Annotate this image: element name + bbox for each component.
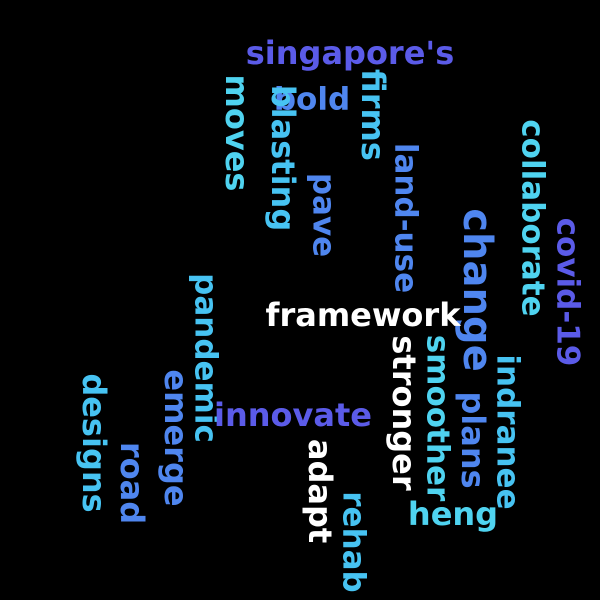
- word-heng: heng: [407, 495, 499, 533]
- word-bold: bold: [273, 81, 351, 118]
- word-road: road: [113, 441, 151, 525]
- word-plans: plans: [454, 391, 492, 489]
- word-designs: designs: [75, 373, 113, 513]
- word-singapores: singapore's: [245, 34, 455, 72]
- word-change: change: [454, 208, 500, 372]
- word-firms: firms: [354, 69, 392, 161]
- word-stronger: stronger: [385, 335, 423, 491]
- word-covid-19: covid-19: [549, 217, 586, 367]
- word-innovate: innovate: [214, 396, 372, 434]
- word-blasting: blasting: [264, 84, 302, 232]
- word-emerge: emerge: [157, 369, 195, 507]
- word-adapt: adapt: [301, 438, 339, 544]
- word-collaborate: collaborate: [514, 119, 551, 317]
- word-rehab: rehab: [335, 491, 372, 593]
- word-pave: pave: [305, 172, 342, 258]
- word-moves: moves: [218, 74, 256, 192]
- word-framework: framework: [265, 296, 461, 334]
- word-land-use: land-use: [387, 142, 424, 294]
- word-indranee: indranee: [489, 354, 526, 510]
- word-smoother: smoother: [419, 334, 456, 502]
